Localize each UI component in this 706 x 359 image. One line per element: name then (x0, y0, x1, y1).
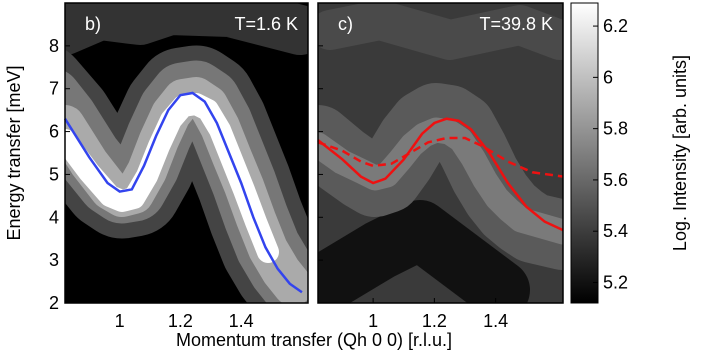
curve (63, 91, 303, 294)
annotation: T=1.6 K (234, 14, 298, 34)
curve (317, 136, 564, 178)
x-tick-label: 1 (368, 311, 378, 331)
y-tick-label: 6 (49, 122, 59, 142)
x-axis-label: Momentum transfer (Qh 0 0) [r.l.u.] (176, 330, 452, 350)
y-axis-label: Energy transfer [meV] (4, 65, 24, 240)
colorbar-tick-label: 5.4 (603, 221, 628, 241)
curve (317, 117, 564, 232)
annotation: T=39.8 K (479, 14, 553, 34)
panel-frame (317, 2, 564, 304)
x-tick-label: 1.2 (168, 311, 193, 331)
colorbar-tick-label: 5.2 (603, 272, 628, 292)
y-tick-label: 3 (49, 250, 59, 270)
x-tick-label: 1 (115, 311, 125, 331)
contour-b (65, 3, 308, 303)
y-tick-label: 2 (49, 293, 59, 313)
panel-frame (64, 2, 309, 304)
y-tick-label: 7 (49, 79, 59, 99)
x-tick-label: 1.4 (483, 311, 508, 331)
colorbar-tick-label: 6.2 (603, 16, 628, 36)
colorbar-tick-label: 5.8 (603, 119, 628, 139)
panel-label: b) (85, 14, 101, 34)
contour-c (318, 3, 563, 303)
panel-label: c) (338, 14, 353, 34)
y-tick-label: 5 (49, 164, 59, 184)
y-tick-label: 4 (49, 207, 59, 227)
colorbar (570, 2, 599, 304)
x-tick-label: 1.2 (422, 311, 447, 331)
y-tick-label: 8 (49, 36, 59, 56)
x-tick-label: 1.4 (229, 311, 254, 331)
colorbar-tick-label: 6 (603, 67, 613, 87)
colorbar-label: Log. Intensity [arb. units] (670, 55, 690, 251)
colorbar-tick-label: 5.6 (603, 170, 628, 190)
